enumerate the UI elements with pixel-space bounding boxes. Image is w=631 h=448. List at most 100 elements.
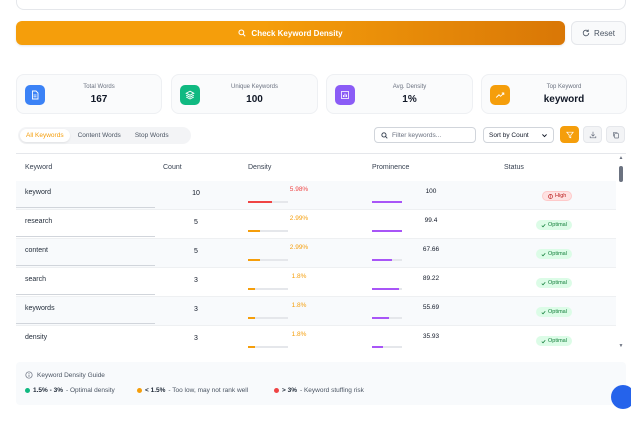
- count-cell: 5: [194, 219, 198, 226]
- density-value: 1.8%: [291, 331, 307, 338]
- floating-action-button[interactable]: [611, 385, 631, 409]
- keyword-density-guide: Keyword Density Guide 1.5% - 3% - Optima…: [16, 362, 626, 405]
- keyword-underline: [16, 236, 155, 237]
- prominence-bar: [372, 346, 402, 348]
- stat-card-top-keyword: Top Keyword keyword: [481, 74, 627, 114]
- density-bar-fill: [248, 230, 260, 232]
- table-header: Keyword Count Density Prominence Status: [16, 154, 616, 181]
- header-prominence: Prominence: [372, 164, 410, 171]
- document-icon: [25, 85, 45, 105]
- keyword-cell: keyword: [25, 189, 52, 196]
- tab-content-words[interactable]: Content Words: [77, 132, 121, 139]
- tab-all-keywords[interactable]: All Keywords: [20, 129, 70, 142]
- keyword-underline: [16, 294, 155, 295]
- status-label: High: [555, 193, 567, 199]
- search-icon: [381, 131, 388, 139]
- table-row[interactable]: keyword 10 5.98% 100 High: [16, 181, 616, 210]
- prominence-value: 67.66: [422, 246, 440, 253]
- status-label: Optimal: [548, 338, 567, 344]
- header-density: Density: [248, 164, 272, 171]
- prominence-bar-fill: [372, 259, 393, 261]
- prominence-value: 89.22: [422, 275, 440, 282]
- funnel-icon: [565, 131, 574, 138]
- guide-item-optimal: 1.5% - 3% - Optimal density: [25, 387, 115, 394]
- green-dot-icon: [25, 388, 30, 393]
- count-cell: 3: [194, 306, 198, 313]
- prominence-bar-fill: [372, 346, 383, 348]
- density-bar: [248, 201, 288, 203]
- sort-select[interactable]: Sort by Count: [483, 127, 554, 143]
- keyword-tabs: All Keywords Content Words Stop Words: [18, 127, 191, 144]
- keyword-cell: search: [25, 276, 47, 283]
- stat-label: Total Words: [83, 84, 115, 90]
- keyword-underline: [16, 323, 155, 324]
- prominence-value: 100: [425, 188, 437, 195]
- bar-chart-icon: [335, 85, 355, 105]
- table-row[interactable]: content 5 2.99% 67.66 Optimal: [16, 239, 616, 268]
- table-scrollbar-thumb[interactable]: [619, 166, 623, 182]
- status-label: Optimal: [548, 309, 567, 315]
- density-bar-fill: [248, 259, 260, 261]
- layers-icon: [180, 85, 200, 105]
- keyword-cell: density: [25, 334, 48, 341]
- density-bar-fill: [248, 288, 256, 290]
- stat-card-unique-keywords: Unique Keywords 100: [171, 74, 318, 114]
- status-label: Optimal: [548, 251, 567, 257]
- scroll-down-arrow[interactable]: ▼: [618, 343, 624, 349]
- stat-value: 167: [90, 94, 108, 105]
- guide-text: - Keyword stuffing risk: [300, 387, 364, 394]
- count-cell: 3: [194, 277, 198, 284]
- prominence-bar-fill: [372, 201, 402, 203]
- status-badge: Optimal: [536, 307, 572, 317]
- check-keyword-density-button[interactable]: Check Keyword Density: [16, 21, 565, 45]
- prominence-bar-fill: [372, 230, 402, 232]
- density-bar: [248, 259, 288, 261]
- count-cell: 10: [192, 190, 200, 197]
- prominence-bar: [372, 288, 402, 290]
- table-row[interactable]: search 3 1.8% 89.22 Optimal: [16, 268, 616, 297]
- scroll-up-arrow[interactable]: ▲: [618, 155, 624, 161]
- guide-range: < 1.5%: [145, 387, 166, 394]
- filter-keywords-input[interactable]: [392, 131, 472, 139]
- stat-card-total-words: Total Words 167: [16, 74, 162, 114]
- filter-box[interactable]: [374, 127, 476, 143]
- prominence-value: 35.93: [422, 333, 440, 340]
- copy-button[interactable]: [606, 126, 625, 143]
- orange-dot-icon: [137, 388, 142, 393]
- sort-selected-value: Sort by Count: [489, 131, 529, 139]
- density-bar: [248, 317, 288, 319]
- prominence-value: 55.69: [422, 304, 440, 311]
- filter-toggle-button[interactable]: [560, 126, 579, 143]
- prominence-bar-fill: [372, 317, 389, 319]
- density-value: 2.99%: [289, 215, 309, 222]
- prominence-value: 99.4: [424, 217, 438, 224]
- table-row[interactable]: keywords 3 1.8% 55.69 Optimal: [16, 297, 616, 326]
- info-icon: [25, 371, 33, 379]
- download-button[interactable]: [583, 126, 602, 143]
- check-icon: [541, 252, 546, 256]
- header-keyword: Keyword: [25, 164, 53, 171]
- guide-item-low: < 1.5% - Too low, may not rank well: [137, 387, 248, 394]
- table-row[interactable]: density 3 1.8% 35.93 Optimal: [16, 326, 616, 351]
- density-bar: [248, 288, 288, 290]
- text-input-area[interactable]: [16, 0, 626, 10]
- status-badge: High: [542, 191, 573, 201]
- tab-stop-words[interactable]: Stop Words: [134, 132, 169, 139]
- density-bar-fill: [248, 317, 256, 319]
- prominence-bar-fill: [372, 288, 399, 290]
- guide-title: Keyword Density Guide: [25, 371, 105, 379]
- count-cell: 5: [194, 248, 198, 255]
- prominence-bar: [372, 201, 402, 203]
- status-label: Optimal: [548, 280, 567, 286]
- table-row[interactable]: research 5 2.99% 99.4 Optimal: [16, 210, 616, 239]
- stat-label: Unique Keywords: [230, 84, 279, 90]
- guide-item-high: > 3% - Keyword stuffing risk: [274, 387, 364, 394]
- keyword-cell: research: [25, 218, 53, 225]
- status-badge: Optimal: [536, 278, 572, 288]
- density-bar: [248, 346, 288, 348]
- copy-icon: [612, 131, 619, 138]
- check-icon: [541, 310, 546, 314]
- count-cell: 3: [194, 335, 198, 342]
- reset-button[interactable]: Reset: [571, 21, 626, 45]
- header-count: Count: [163, 164, 182, 171]
